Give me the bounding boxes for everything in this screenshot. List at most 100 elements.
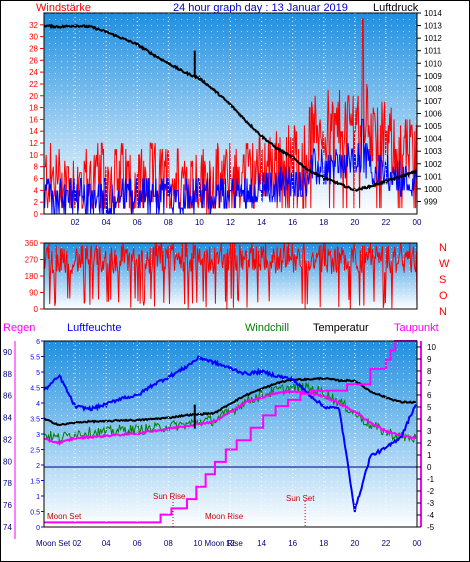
- p1-right-tick-label: 1001: [424, 172, 442, 181]
- regen-tick-label: 4.5: [30, 386, 40, 393]
- regen-tick-label: 1: [36, 494, 40, 501]
- p3-x-label-moonset: Moon Set 02: [36, 539, 82, 548]
- p1-left-tick-label: 14: [29, 127, 38, 136]
- p3-x-tick-label: 22: [381, 539, 390, 548]
- p1-right-tick-label: 1002: [424, 160, 442, 169]
- direction-label: W: [439, 258, 450, 270]
- regen-tick-label: 2.5: [30, 448, 40, 455]
- feuchte-tick-label: 82: [3, 435, 12, 444]
- p1-right-tick-label: 1005: [424, 122, 442, 131]
- series-regen: [44, 340, 417, 524]
- p3-x-label-10: 10 Moon Rise: [193, 539, 243, 548]
- temp-tick-label: 9: [427, 355, 432, 364]
- p2-tick-label: 0: [34, 305, 39, 314]
- regen-tick-label: 3: [36, 432, 40, 439]
- temp-tick-label: 0: [427, 463, 432, 472]
- temp-tick-label: 7: [427, 379, 432, 388]
- regen-tick-label: 5: [36, 370, 40, 377]
- panel3-marks: Moon Set Sun Rise Moon Rise Sun Set: [43, 340, 417, 527]
- p1-right-tick-label: 999: [424, 197, 438, 206]
- p1-left-tick-label: 6: [34, 175, 39, 184]
- series-taupunkt: [43, 389, 417, 446]
- p2-tick-label: 180: [25, 272, 39, 281]
- luftfeuchte-label: Luftfeuchte: [67, 322, 121, 334]
- left-axis-label: Windstärke: [36, 2, 91, 14]
- p1-x-tick-label: 12: [226, 218, 235, 227]
- regen-tick-label: 5.5: [30, 355, 40, 362]
- p3-x-tick-label: 14: [257, 539, 266, 548]
- series-temperatur: [43, 376, 416, 427]
- p1-x-tick-label: 14: [257, 218, 266, 227]
- feuchte-tick-label: 84: [3, 414, 12, 423]
- series-luftdruck: [43, 23, 418, 192]
- feuchte-tick-label: 74: [3, 523, 12, 532]
- axes: 0246810121416182022242628303299910001001…: [3, 9, 450, 548]
- p1-left-tick-label: 30: [29, 33, 38, 42]
- temp-tick-label: -3: [427, 499, 435, 508]
- temp-tick-label: 3: [427, 427, 432, 436]
- p1-right-tick-label: 1013: [424, 22, 442, 31]
- p1-left-tick-label: 8: [34, 163, 39, 172]
- temp-tick-label: 6: [427, 391, 432, 400]
- temp-tick-label: 1: [427, 451, 432, 460]
- feuchte-tick-label: 76: [3, 501, 12, 510]
- temp-tick-label: -2: [427, 487, 435, 496]
- temperatur-label: Temperatur: [313, 322, 369, 334]
- feuchte-tick-label: 80: [3, 457, 12, 466]
- wind-gust-trace: [44, 18, 418, 215]
- regen-tick-label: 0: [36, 525, 40, 532]
- p1-x-tick-label: 10: [195, 218, 204, 227]
- p1-x-tick-label: 08: [164, 218, 173, 227]
- direction-label: N: [439, 242, 447, 254]
- p1-left-tick-label: 2: [34, 198, 39, 207]
- regen-tick-label: 1.5: [30, 479, 40, 486]
- temp-tick-label: 8: [427, 367, 432, 376]
- feuchte-tick-label: 78: [3, 479, 12, 488]
- p1-x-tick-label: 04: [102, 218, 111, 227]
- p3-x-tick-label: 16: [288, 539, 297, 548]
- p3-x-tick-label: 18: [319, 539, 328, 548]
- feuchte-tick-label: 86: [3, 392, 12, 401]
- p3-x-tick-label: 00: [413, 539, 422, 548]
- p1-right-tick-label: 1004: [424, 135, 442, 144]
- p1-left-tick-label: 4: [34, 186, 39, 195]
- p2-tick-label: 90: [29, 289, 38, 298]
- p3-x-tick-label: 12: [226, 539, 235, 548]
- p1-left-tick-label: 32: [29, 21, 38, 30]
- temp-tick-label: 10: [427, 343, 436, 352]
- p1-left-tick-label: 28: [29, 44, 38, 53]
- p3-x-tick-label: 06: [133, 539, 142, 548]
- p1-left-tick-label: 16: [29, 115, 38, 124]
- annotation-moon-set: Moon Set: [47, 512, 82, 521]
- regen-tick-label: 0.5: [30, 510, 40, 517]
- p1-right-tick-label: 1011: [424, 47, 442, 56]
- p1-right-tick-label: 1008: [424, 84, 442, 93]
- p3-x-tick-label: 04: [102, 539, 111, 548]
- p2-tick-label: 270: [25, 256, 39, 265]
- temp-tick-label: 4: [427, 415, 432, 424]
- p1-left-tick-label: 24: [29, 68, 38, 77]
- p1-left-tick-label: 22: [29, 80, 38, 89]
- p1-x-tick-label: 16: [288, 218, 297, 227]
- temp-tick-label: 5: [427, 403, 432, 412]
- p1-left-tick-label: 12: [29, 139, 38, 148]
- p1-left-tick-label: 10: [29, 151, 38, 160]
- annotation-sun-rise: Sun Rise: [153, 492, 186, 501]
- taupunkt-label: Taupunkt: [394, 322, 439, 334]
- feuchte-tick-label: 88: [3, 370, 12, 379]
- direction-label: S: [439, 274, 446, 286]
- panel1-marks: [43, 18, 418, 215]
- p1-left-tick-label: 0: [34, 210, 39, 219]
- feuchte-tick-label: 90: [3, 348, 12, 357]
- direction-label: O: [439, 290, 448, 302]
- chart-title: 24 hour graph day : 13 Januar 2019: [173, 2, 348, 14]
- p1-x-tick-label: 18: [319, 218, 328, 227]
- regen-tick-label: 4: [36, 401, 40, 408]
- wind-speed-trace: [43, 118, 418, 215]
- p1-right-tick-label: 1000: [424, 185, 442, 194]
- annotation-sun-set: Sun Set: [286, 494, 315, 503]
- p1-right-tick-label: 1010: [424, 59, 442, 68]
- temp-tick-label: -4: [427, 511, 435, 520]
